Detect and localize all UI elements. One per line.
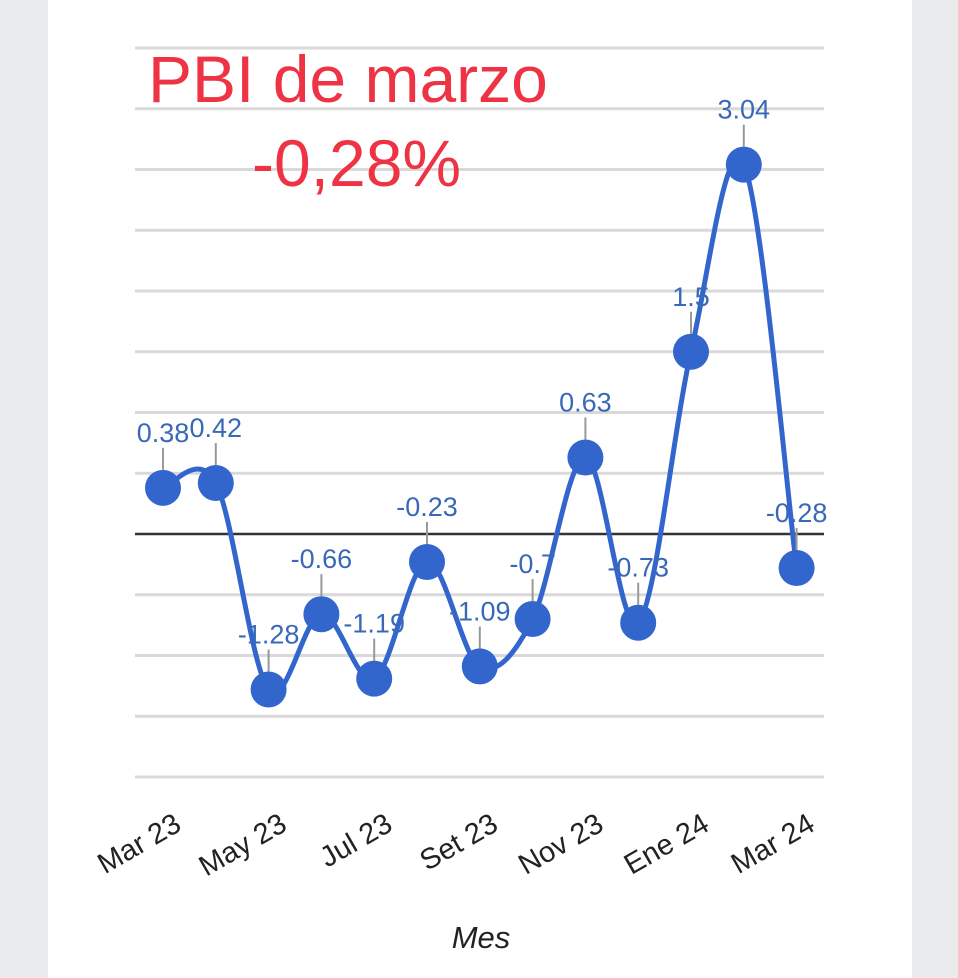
data-label: 1.5	[672, 282, 710, 312]
chart-card	[48, 0, 912, 978]
x-tick-label: Ene 24	[619, 808, 715, 882]
x-axis-title: Mes	[452, 920, 511, 955]
data-points	[145, 146, 815, 708]
data-label: 0.38	[137, 418, 190, 448]
data-label: -0.66	[291, 544, 353, 574]
data-point[interactable]	[303, 596, 340, 633]
data-label: -0.23	[396, 492, 458, 522]
data-point[interactable]	[778, 550, 815, 587]
x-tick-label: Nov 23	[513, 808, 609, 882]
data-labels: 0.38 0.42 -1.28 -0.66 -1.19 -0.23 -1.09 -0.7 0.6…	[137, 95, 828, 650]
x-tick-label: Set 23	[415, 808, 504, 878]
x-tick-label: May 23	[194, 808, 292, 883]
x-tick-label: Jul 23	[315, 808, 398, 874]
x-tick-labels: Mar 23 May 23 Jul 23 Set 23 Nov 23 Ene 24 Mar …	[92, 808, 820, 883]
data-label: -1.19	[343, 609, 405, 639]
data-label: -0.7	[509, 549, 556, 579]
data-label: -1.09	[449, 596, 511, 626]
headline-title: PBI de marzo	[148, 42, 548, 116]
data-point[interactable]	[197, 464, 234, 501]
data-point[interactable]	[356, 660, 393, 697]
data-point[interactable]	[461, 648, 498, 685]
data-point[interactable]	[514, 601, 551, 638]
data-label: -0.28	[766, 498, 828, 528]
data-point[interactable]	[250, 671, 287, 708]
label-leaders	[162, 124, 798, 672]
data-label: 0.63	[559, 387, 612, 417]
data-point[interactable]	[673, 333, 709, 370]
data-point[interactable]	[409, 543, 445, 580]
data-point[interactable]	[145, 469, 181, 506]
headline-value: -0,28%	[252, 126, 461, 200]
data-label: 0.42	[190, 413, 243, 443]
data-point[interactable]	[620, 604, 657, 641]
data-point[interactable]	[567, 439, 604, 476]
data-label: 3.04	[718, 95, 771, 125]
data-label: -1.28	[238, 620, 300, 650]
data-label: -0.73	[607, 553, 669, 583]
x-tick-label: Mar 24	[726, 808, 820, 881]
data-point[interactable]	[725, 146, 762, 183]
x-tick-label: Mar 23	[92, 808, 186, 881]
